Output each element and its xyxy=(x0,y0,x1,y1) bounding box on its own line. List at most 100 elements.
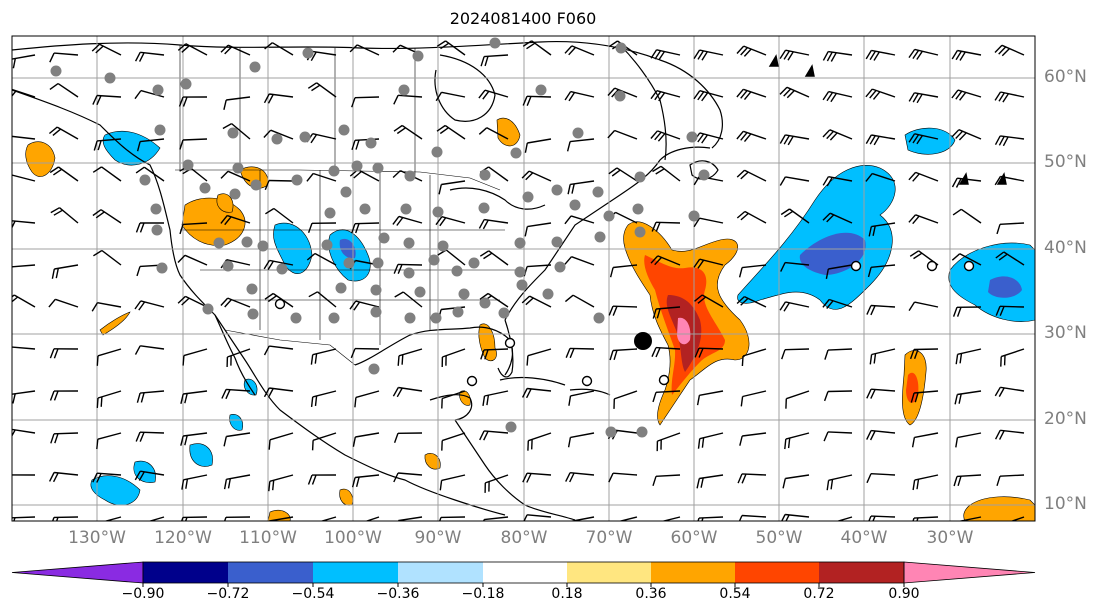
wind-barb-flag xyxy=(872,91,881,100)
wind-barb-staff xyxy=(870,304,896,308)
wind-barb-flag xyxy=(916,50,923,60)
colorbar-tick-3: −0.54 xyxy=(291,586,335,602)
wind-barb-flag xyxy=(139,432,145,442)
wind-barb-flag xyxy=(652,476,657,487)
us-canada-border xyxy=(175,169,501,191)
wind-barb-staff xyxy=(699,90,724,98)
wind-barb-flag xyxy=(779,134,786,144)
station-dot xyxy=(437,240,449,252)
wind-barb-flag xyxy=(7,347,11,356)
atlantic-blue-core-1 xyxy=(799,232,866,275)
wind-barb-flag xyxy=(307,223,313,233)
wind-barb-flag xyxy=(826,480,830,491)
station-dot xyxy=(202,303,214,315)
wind-barb-flag xyxy=(267,94,274,104)
wind-barb-staff xyxy=(226,432,251,438)
wind-barb-flag xyxy=(996,475,1001,487)
pacific-warm-streak xyxy=(99,311,131,336)
wind-barb-flag xyxy=(267,388,274,398)
wind-barb-staff xyxy=(488,250,509,266)
wind-barb-flag xyxy=(182,355,185,366)
great-lakes xyxy=(449,187,546,210)
wind-barb-flag xyxy=(658,92,666,102)
wind-barb-flag xyxy=(7,136,12,145)
wind-barb-flag xyxy=(396,217,404,226)
wind-barb-flag xyxy=(312,524,313,534)
wind-barb-staff xyxy=(226,214,251,224)
wind-barb-flag xyxy=(307,82,317,89)
wind-barb-flag xyxy=(224,46,233,55)
wind-barb-flag xyxy=(355,223,360,234)
wind-barb-flag xyxy=(787,438,791,449)
wind-barb-staff xyxy=(12,135,36,140)
wind-barb-staff xyxy=(999,474,1025,477)
wind-barb-flag xyxy=(565,348,571,358)
wind-barb-flag xyxy=(913,349,919,360)
wind-barb-staff xyxy=(139,431,165,434)
wind-barb-staff xyxy=(699,217,724,224)
wind-barb-staff xyxy=(742,390,767,398)
wind-barb-flag xyxy=(93,140,98,151)
wind-barb-flag xyxy=(822,129,831,138)
wind-barb-flag xyxy=(55,268,59,279)
wind-barb-flag xyxy=(912,517,915,521)
wind-barb-flag xyxy=(49,52,55,63)
wind-barb-flag xyxy=(951,50,958,60)
wind-barb-flag xyxy=(779,176,787,186)
wind-barb-flag xyxy=(611,169,621,177)
wind-barb-flag xyxy=(12,90,17,97)
lat-label-50n: 50°N xyxy=(1044,152,1087,172)
wind-barb-flag xyxy=(994,176,1002,186)
wind-barb-flag xyxy=(7,475,11,484)
pacific-warm-1 xyxy=(25,141,56,177)
wind-barb-staff xyxy=(999,305,1025,308)
wind-barb-staff xyxy=(572,294,595,308)
wind-barb-flag xyxy=(439,217,447,227)
wind-barb-flag xyxy=(264,292,274,300)
north-america-west-coast xyxy=(12,89,506,516)
wind-barb-flag xyxy=(999,306,1005,316)
wind-barb-flag xyxy=(310,396,314,407)
wind-barb-staff xyxy=(614,129,638,140)
wind-barb-staff xyxy=(613,472,638,476)
wind-barb-flag xyxy=(177,43,187,51)
wind-barb-flag xyxy=(53,209,63,216)
wind-barb-flag xyxy=(526,355,529,366)
wind-barb-staff xyxy=(445,40,466,56)
wind-barb-flag xyxy=(179,224,184,235)
wind-barb-flag xyxy=(870,389,876,399)
wind-barb-staff xyxy=(999,222,1025,225)
wind-barb-flag xyxy=(783,88,792,97)
wind-barb-flag xyxy=(480,56,485,67)
wind-barb-staff xyxy=(742,264,767,269)
wind-barb-flag xyxy=(351,97,356,108)
wind-barb-flag xyxy=(100,396,103,407)
wind-barb-flag xyxy=(779,301,787,311)
wind-barb-staff xyxy=(441,91,466,98)
wind-barb-flag xyxy=(438,517,442,521)
wind-barb-flag xyxy=(180,517,184,521)
wind-barb-flag xyxy=(522,40,532,47)
colorbar-frame xyxy=(142,561,905,584)
station-dot xyxy=(232,162,244,174)
station-dot xyxy=(430,312,442,324)
wind-barb-flag xyxy=(869,354,873,365)
station-dot xyxy=(569,199,581,211)
wind-barb-flag xyxy=(954,394,958,405)
lat-label-10n: 10°N xyxy=(1044,494,1087,514)
wind-barb-flag xyxy=(351,477,356,488)
wind-barb-staff xyxy=(354,222,380,225)
wind-barb-staff xyxy=(57,83,79,98)
station-dot xyxy=(335,282,347,294)
wind-barb-flag xyxy=(740,212,749,221)
wind-barb-staff xyxy=(226,259,251,266)
east-coast xyxy=(504,146,711,321)
station-dot xyxy=(468,257,480,269)
wind-barb-flag xyxy=(781,349,786,360)
wind-barb-staff xyxy=(317,291,337,308)
colorbar-tick-6: 0.18 xyxy=(551,586,583,602)
wind-barb-flag xyxy=(564,294,574,303)
wind-barb-flag xyxy=(912,134,920,144)
station-dot xyxy=(359,203,371,215)
wind-barb-staff xyxy=(97,432,122,440)
